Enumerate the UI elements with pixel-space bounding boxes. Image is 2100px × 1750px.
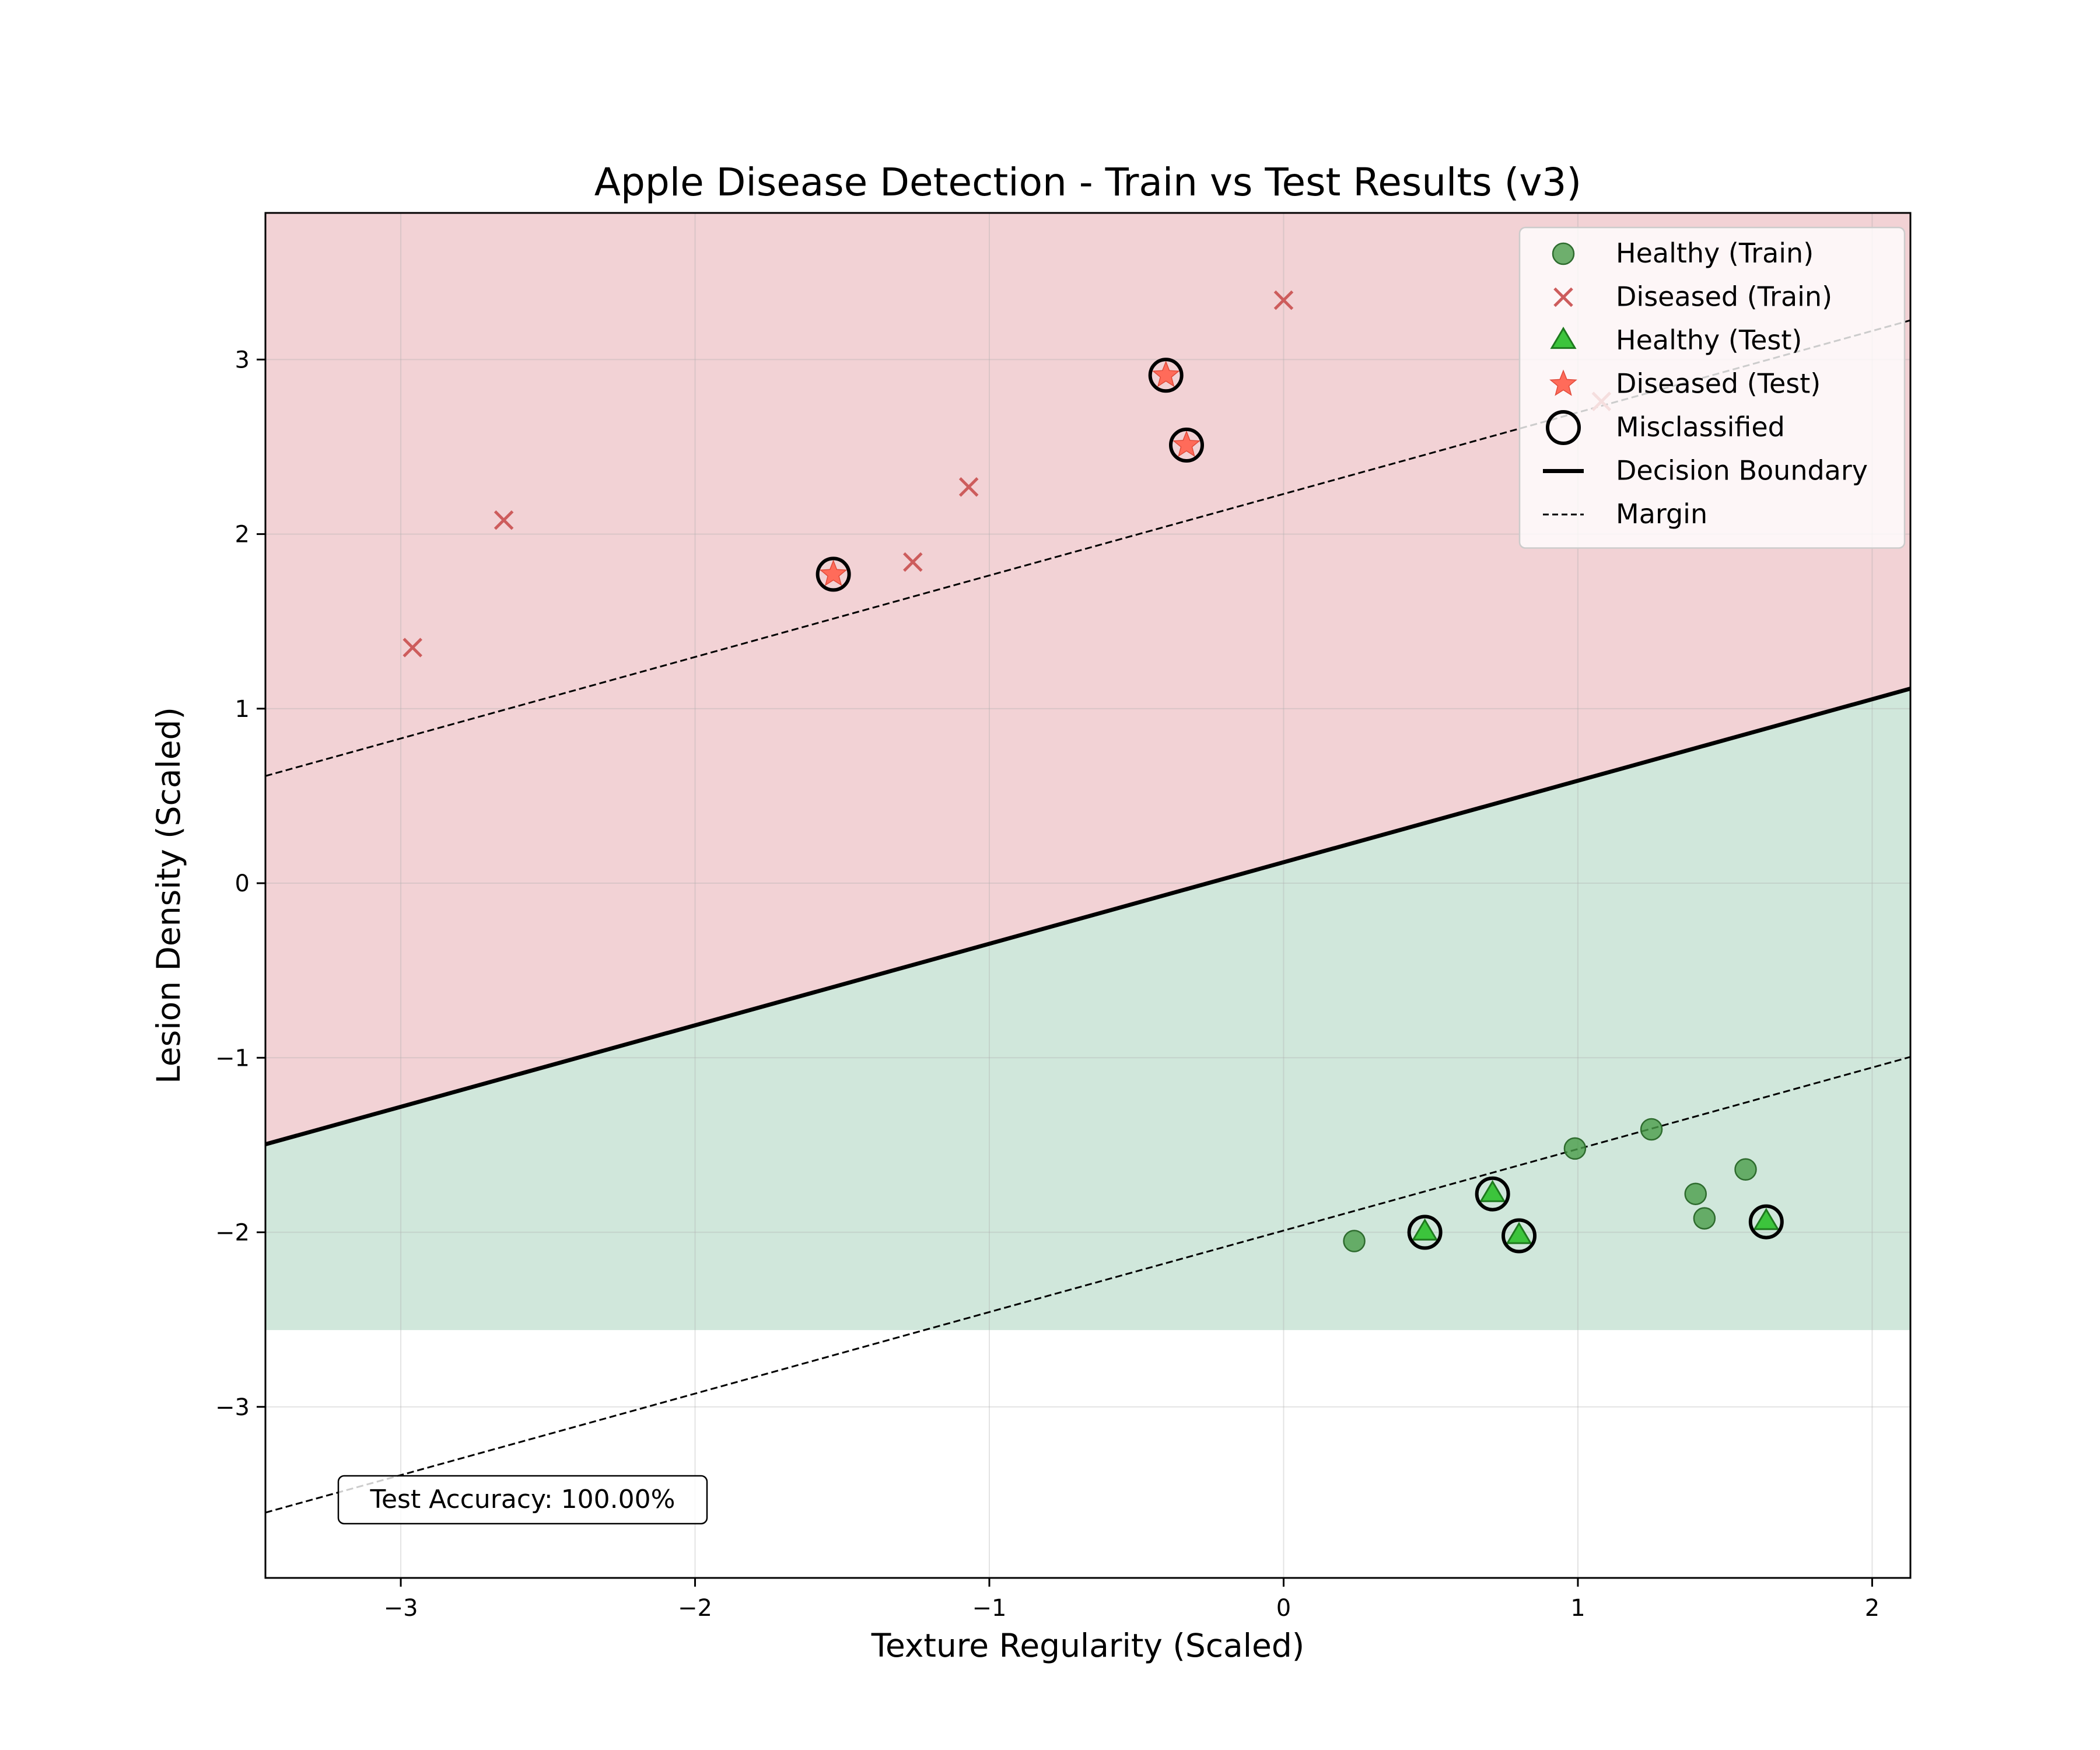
- legend-label: Healthy (Test): [1616, 324, 1802, 356]
- x-tick-label: 2: [1865, 1595, 1880, 1622]
- y-tick-label: −2: [215, 1220, 250, 1247]
- y-axis-label: Lesion Density (Scaled): [150, 707, 187, 1084]
- legend-label: Diseased (Test): [1616, 368, 1821, 400]
- diseased-test-point: [1152, 360, 1180, 387]
- x-tick-label: 0: [1276, 1595, 1291, 1622]
- x-tick-label: −2: [678, 1595, 712, 1622]
- healthy-test-point: [1412, 1218, 1438, 1241]
- y-tick-label: 1: [235, 696, 250, 723]
- x-tick-label: −1: [972, 1595, 1007, 1622]
- legend-marker-circle: [1552, 242, 1575, 265]
- y-tick-label: −3: [215, 1394, 250, 1421]
- diseased-train-point: [958, 477, 979, 497]
- healthy-train-point: [1693, 1207, 1716, 1230]
- y-tick-label: 2: [235, 522, 250, 548]
- x-tick-label: −3: [384, 1595, 418, 1622]
- legend-label: Misclassified: [1616, 411, 1785, 443]
- diseased-region: [265, 213, 1910, 1144]
- diseased-train-point: [402, 638, 423, 657]
- misclassified-point: [1407, 1214, 1443, 1250]
- legend-label: Healthy (Train): [1616, 237, 1814, 269]
- healthy-train-point: [1734, 1158, 1757, 1181]
- healthy-test-point: [1753, 1208, 1780, 1230]
- misclassified-point: [1148, 358, 1184, 393]
- legend-label: Margin: [1616, 498, 1707, 530]
- legend-box: [1518, 226, 1906, 549]
- healthy-region: [265, 688, 1910, 1331]
- accuracy-annotation: Test Accuracy: 100.00%: [370, 1485, 676, 1514]
- y-tick-label: 3: [235, 346, 250, 373]
- chart-title: Apple Disease Detection - Train vs Test …: [594, 160, 1581, 205]
- legend-marker-x: [1553, 287, 1573, 307]
- legend-label: Diseased (Train): [1616, 281, 1832, 313]
- diseased-train-point: [494, 510, 514, 530]
- diseased-train-point: [903, 552, 923, 572]
- legend-marker-star: [1549, 369, 1577, 396]
- accuracy-box: [337, 1475, 708, 1525]
- misclassified-point: [1168, 427, 1204, 463]
- misclassified-point: [816, 556, 851, 592]
- misclassified-point: [1475, 1176, 1510, 1212]
- healthy-train-point: [1684, 1182, 1707, 1205]
- healthy-train-point: [1343, 1230, 1366, 1252]
- misclassified-point: [1748, 1204, 1784, 1240]
- x-tick-label: 1: [1570, 1595, 1585, 1622]
- plot-frame: [264, 212, 1912, 1579]
- legend-marker-triangle: [1550, 327, 1577, 349]
- healthy-test-point: [1506, 1222, 1532, 1244]
- margin-lower-line: [265, 1056, 1910, 1514]
- healthy-train-point: [1563, 1137, 1587, 1160]
- misclassified-point: [1502, 1218, 1537, 1254]
- y-tick-label: 0: [235, 870, 250, 897]
- diseased-train-point: [1273, 290, 1294, 310]
- x-axis-label: Texture Regularity (Scaled): [871, 1627, 1304, 1664]
- healthy-test-point: [1479, 1180, 1506, 1202]
- diseased-test-point: [819, 559, 848, 586]
- legend-marker-ring: [1546, 410, 1581, 445]
- decision-boundary-line: [265, 687, 1910, 1147]
- diseased-test-point: [1172, 430, 1200, 457]
- y-tick-label: −1: [215, 1045, 250, 1072]
- healthy-train-point: [1640, 1118, 1663, 1141]
- legend-label: Decision Boundary: [1616, 455, 1868, 487]
